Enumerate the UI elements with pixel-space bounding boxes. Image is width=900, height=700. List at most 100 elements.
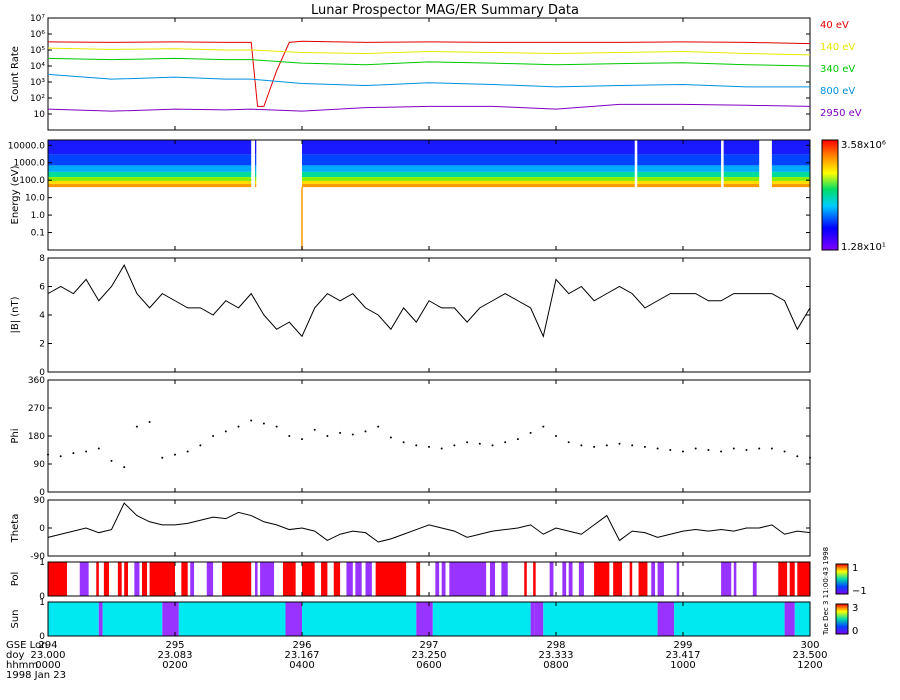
pol-segment [346,562,353,596]
spectrogram-band [48,154,252,166]
pol-segment [733,562,737,596]
footer-gse_lon-label: 296 [292,640,311,651]
phi-point [567,441,570,444]
pol-segment [124,562,129,596]
spectrogram-band [255,165,257,172]
phi-point [224,430,227,433]
phi-point [605,444,608,447]
colorbar-tick-label: −1 [852,586,867,597]
pol-segment [333,562,341,596]
y-tick-label: 2 [39,340,45,350]
y-axis-label: Sun [10,609,21,628]
pol-segment [117,562,122,596]
y-tick-label: 0.1 [31,229,45,239]
phi-point [174,453,176,456]
phi-point [745,449,748,451]
phi-point [288,435,291,437]
y-axis-label: Energy (eV) [10,165,21,224]
phi-point [415,444,418,447]
phi-point [110,459,113,462]
pol-segment [613,562,623,596]
footer-gse_lon-label: 298 [546,640,565,651]
phi-point [199,444,202,447]
y-tick-label: 90 [34,496,46,506]
footer-doy-label: 23.000 [31,650,66,661]
footer-row-label: 1998 Jan 23 [6,670,66,681]
panel-frame [47,499,811,557]
phi-point [313,428,316,431]
y-tick-label: 1 [39,558,45,568]
theta-panel: Theta -90 0 90 [10,496,811,562]
y-tick-label: 10000.0 [8,141,45,151]
pol-segment [501,562,508,596]
phi-point [783,450,786,453]
footer-hhmm-label: 0600 [416,660,441,671]
phi-point [237,425,240,428]
pol-segment [206,562,214,596]
y-tick-label: 8 [39,254,45,264]
panel-frame [47,379,811,493]
phi-point [85,450,88,453]
pol-segment [181,562,188,596]
sun-segment [674,602,785,636]
phi-point [186,450,189,453]
footer-row-label: doy [6,650,24,661]
spectrogram-band [302,180,635,185]
y-tick-label: 10² [30,94,45,104]
spectrogram-band [723,184,760,188]
y-tick-label: 270 [28,404,45,414]
phi-point [275,425,278,428]
sun-segment [657,602,675,636]
colorbar-tick-label: 1 [852,563,858,574]
y-tick-label: 1.0 [31,211,46,221]
sun-segment [432,602,531,636]
phi-panel: Phi 0 90 180 270 360 [10,376,811,498]
y-tick-label: 1 [39,598,45,608]
pol-segment [375,562,407,596]
colorbar-tick-label: 3 [852,603,858,614]
pol-segment [96,562,99,596]
phi-point [466,441,469,444]
y-tick-label: 10³ [30,78,45,88]
sun-segment [543,602,658,636]
phi-point [669,449,672,451]
pol-segment [549,562,554,596]
pol-segment [789,562,795,596]
spectrogram-band [255,180,257,185]
phi-point [301,438,303,441]
spectrogram-band [302,184,635,188]
sun-segment [302,602,417,636]
pol-segment [141,562,148,596]
footer-doy-label: 23.167 [285,650,320,661]
phi-point [682,450,684,453]
spectrogram-band [48,184,252,188]
phi-point [326,435,329,437]
y-tick-label: 10⁴ [30,62,45,72]
y-tick-label: 10.0 [25,194,45,204]
spectrogram-band [637,171,722,178]
theta-line [47,502,811,543]
phi-point [402,441,405,444]
pol-segment [562,562,567,596]
phi-point [364,430,367,433]
spectrogram-band [771,177,810,181]
spectrogram-band [637,140,722,155]
btot-line [47,264,811,338]
phi-point [262,422,265,425]
pol-segment [533,562,536,596]
pol-segment [489,562,496,596]
pol-segment [578,562,584,596]
spectrogram-band [771,180,810,185]
phi-point [47,453,49,456]
y-tick-label: 0 [39,488,45,498]
pol-segment [255,562,258,596]
btot-panel: |B| (nT) 0 2 4 6 8 [10,254,811,378]
footer-hhmm-label: 1200 [797,660,822,671]
pol-segment [79,562,89,596]
y-tick-label: 1000.0 [14,159,46,169]
pol-segment [302,562,315,596]
spectrogram-band [723,171,760,178]
phi-point [339,431,342,434]
